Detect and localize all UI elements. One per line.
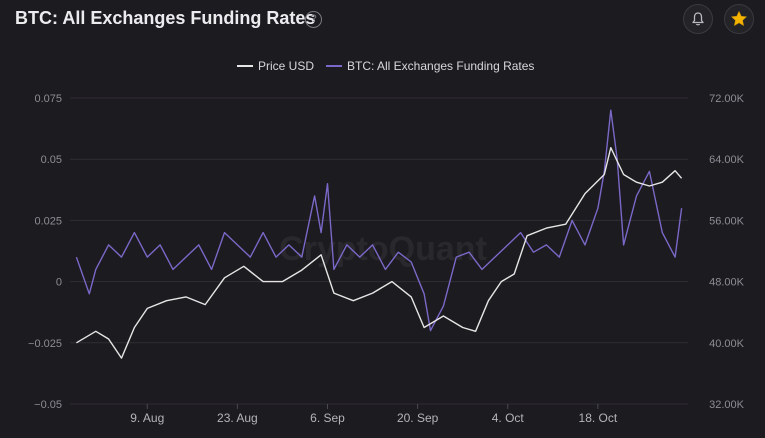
legend-label-price: Price USD <box>258 59 314 73</box>
x-tick-label: 20. Sep <box>397 411 439 425</box>
legend: Price USD BTC: All Exchanges Funding Rat… <box>237 59 534 73</box>
legend-item-funding[interactable]: BTC: All Exchanges Funding Rates <box>326 59 534 73</box>
y-left-tick-label: 0.025 <box>34 215 62 227</box>
y-left-tick-label: 0.05 <box>41 154 62 166</box>
y-right-tick-label: 32.00K <box>709 399 745 411</box>
page-title: BTC: All Exchanges Funding Rates <box>15 8 316 28</box>
x-tick-label: 6. Sep <box>310 411 345 425</box>
favorite-button[interactable] <box>724 4 754 34</box>
legend-item-price[interactable]: Price USD <box>237 59 314 73</box>
y-right-tick-label: 72.00K <box>709 93 745 105</box>
y-left-tick-label: −0.05 <box>34 399 62 411</box>
series-line-price-usd <box>76 146 683 359</box>
x-tick-label: 9. Aug <box>130 411 164 425</box>
notification-button[interactable] <box>683 4 713 34</box>
bell-icon <box>692 12 704 26</box>
legend-label-funding: BTC: All Exchanges Funding Rates <box>347 59 534 73</box>
y-axis-left: 0.075 0.05 0.025 0 −0.025 −0.05 <box>28 93 62 411</box>
x-axis: 9. Aug 23. Aug 6. Sep 20. Sep 4. Oct 18. Oct <box>130 404 618 425</box>
watermark: CryptoQuant <box>279 230 487 268</box>
y-right-tick-label: 40.00K <box>709 338 745 350</box>
y-right-tick-label: 48.00K <box>709 277 745 289</box>
grid-lines <box>70 97 688 405</box>
x-tick-label: 18. Oct <box>579 411 618 425</box>
y-right-tick-label: 56.00K <box>709 215 745 227</box>
funding-rate-chart: CryptoQuant Price USD BTC: All Exchanges… <box>28 59 745 425</box>
x-tick-label: 4. Oct <box>492 411 525 425</box>
y-left-tick-label: −0.025 <box>28 338 62 350</box>
star-icon <box>731 11 747 26</box>
y-right-tick-label: 64.00K <box>709 154 745 166</box>
y-axis-right: 72.00K 64.00K 56.00K 48.00K 40.00K 32.00K <box>709 93 745 411</box>
y-left-tick-label: 0.075 <box>34 93 62 105</box>
chart-header: BTC: All Exchanges Funding Rates ? <box>0 0 765 40</box>
chart-area: CryptoQuant Price USD BTC: All Exchanges… <box>0 50 765 433</box>
x-tick-label: 23. Aug <box>217 411 258 425</box>
series-line-funding-rates <box>75 109 683 332</box>
help-icon[interactable]: ? <box>305 11 322 28</box>
y-left-tick-label: 0 <box>56 277 62 289</box>
